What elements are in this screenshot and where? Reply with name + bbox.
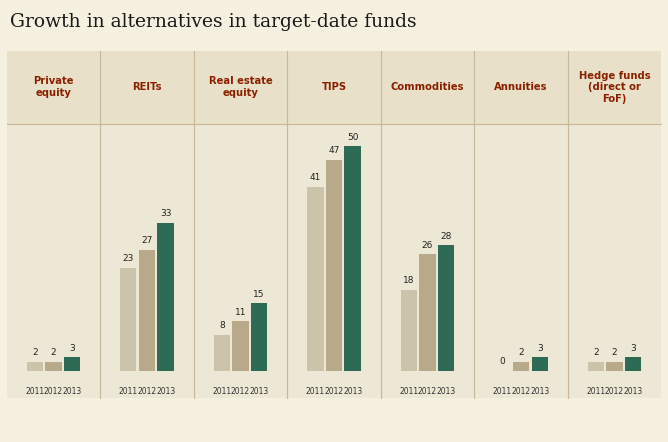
Text: 28: 28 — [440, 232, 452, 240]
Bar — [625, 358, 641, 371]
Bar — [401, 290, 417, 371]
Text: 33: 33 — [160, 209, 172, 218]
Bar — [307, 187, 323, 371]
Bar — [232, 321, 248, 371]
Text: 2013: 2013 — [437, 387, 456, 396]
Bar — [588, 362, 604, 371]
Text: 2: 2 — [32, 348, 37, 358]
Text: 2: 2 — [593, 348, 599, 358]
Text: 18: 18 — [403, 277, 415, 286]
Bar — [120, 267, 136, 371]
Text: 8: 8 — [219, 321, 224, 331]
Text: 26: 26 — [422, 240, 434, 250]
Bar — [214, 335, 230, 371]
Bar — [438, 245, 454, 371]
Text: 23: 23 — [122, 254, 134, 263]
Bar — [420, 254, 436, 371]
Text: 2012: 2012 — [418, 387, 437, 396]
Bar — [345, 146, 361, 371]
Text: 2013: 2013 — [530, 387, 549, 396]
Text: 3: 3 — [537, 344, 542, 353]
Text: 2012: 2012 — [44, 387, 63, 396]
Bar — [326, 160, 342, 371]
Bar — [158, 223, 174, 371]
Text: 2: 2 — [518, 348, 524, 358]
Text: 2013: 2013 — [156, 387, 175, 396]
Text: 2011: 2011 — [306, 387, 325, 396]
Bar — [27, 362, 43, 371]
Text: Annuities: Annuities — [494, 82, 548, 92]
Text: Commodities: Commodities — [391, 82, 464, 92]
Text: Hedge funds
(direct or
FoF): Hedge funds (direct or FoF) — [578, 71, 651, 104]
Text: 2013: 2013 — [63, 387, 81, 396]
Bar — [45, 362, 61, 371]
Text: REITs: REITs — [132, 82, 162, 92]
Text: 27: 27 — [141, 236, 153, 245]
Text: 2: 2 — [612, 348, 617, 358]
Text: Growth in alternatives in target-date funds: Growth in alternatives in target-date fu… — [10, 13, 417, 31]
Text: 3: 3 — [69, 344, 75, 353]
Bar — [607, 362, 623, 371]
Text: 2011: 2011 — [212, 387, 231, 396]
Text: 2011: 2011 — [119, 387, 138, 396]
Text: 2: 2 — [51, 348, 56, 358]
Text: 2012: 2012 — [325, 387, 343, 396]
Bar — [139, 250, 155, 371]
Bar — [251, 304, 267, 371]
Text: 0: 0 — [500, 357, 505, 366]
Bar — [64, 358, 80, 371]
Text: Number of DC funds among the top 200 using target-date strategies containing alt: Number of DC funds among the top 200 usi… — [10, 64, 560, 85]
Bar — [532, 358, 548, 371]
Text: 2013: 2013 — [250, 387, 269, 396]
Text: 3: 3 — [631, 344, 636, 353]
Text: 2013: 2013 — [343, 387, 362, 396]
Text: 41: 41 — [309, 173, 321, 182]
Text: TIPS: TIPS — [321, 82, 347, 92]
Text: 2013: 2013 — [624, 387, 643, 396]
Text: 2012: 2012 — [231, 387, 250, 396]
Text: 2011: 2011 — [399, 387, 418, 396]
Text: 50: 50 — [347, 133, 359, 142]
Text: 2012: 2012 — [512, 387, 530, 396]
Text: 2011: 2011 — [493, 387, 512, 396]
Bar — [513, 362, 529, 371]
Text: 2012: 2012 — [605, 387, 624, 396]
Text: 11: 11 — [234, 308, 246, 317]
Text: 2011: 2011 — [25, 387, 44, 396]
Text: Real estate
equity: Real estate equity — [208, 76, 273, 98]
Text: 47: 47 — [328, 146, 340, 155]
Text: Private
equity: Private equity — [33, 76, 73, 98]
Text: 15: 15 — [253, 290, 265, 299]
Text: 2012: 2012 — [138, 387, 156, 396]
Text: 2011: 2011 — [587, 387, 605, 396]
